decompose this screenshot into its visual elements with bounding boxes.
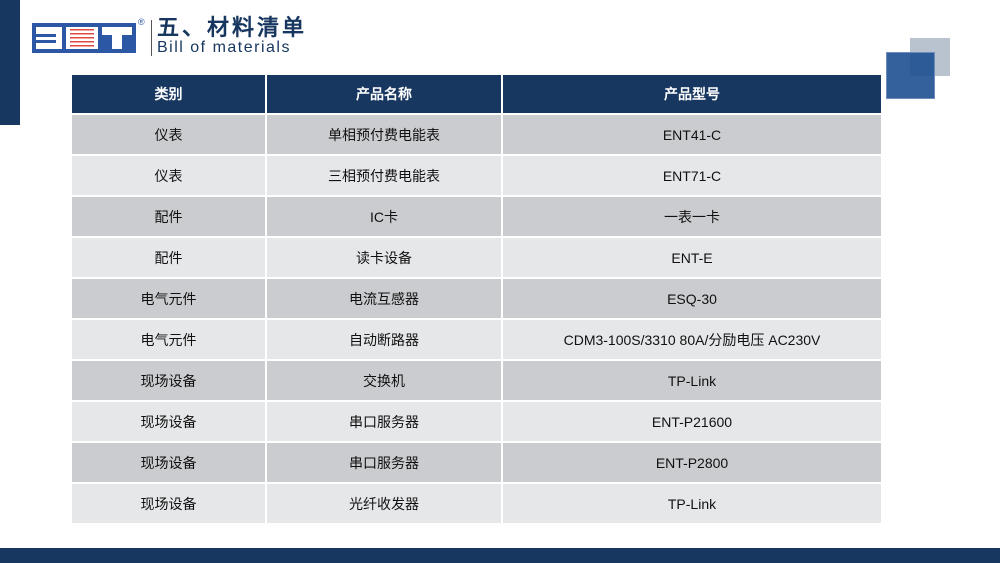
table-cell: 现场设备 [72,442,267,484]
table-cell: 单相预付费电能表 [266,114,503,156]
decor-square-blue [886,52,935,99]
title-divider [151,20,152,56]
table-cell: TP-Link [502,360,883,402]
table-cell: CDM3-100S/3310 80A/分励电压 AC230V [502,319,883,361]
table-cell: ENT-P2800 [502,442,883,484]
table-cell: 电气元件 [72,278,267,320]
table-cell: 串口服务器 [266,442,503,484]
table-cell: 交换机 [266,360,503,402]
table-cell: ENT-P21600 [502,401,883,443]
table-cell: ENT-E [502,237,883,279]
table-row: 仪表 三相预付费电能表 ENT71-C [72,155,883,197]
table-row: 配件 读卡设备 ENT-E [72,237,883,279]
table-cell: TP-Link [502,483,883,525]
table-cell: 配件 [72,237,267,279]
table-row: 现场设备 串口服务器 ENT-P21600 [72,401,883,443]
page-title: 五、材料清单 [157,15,308,40]
left-accent-bar [0,0,20,125]
table-cell: 自动断路器 [266,319,503,361]
bottom-accent-bar [0,548,1000,563]
table-cell: 电流互感器 [266,278,503,320]
table-cell: ESQ-30 [502,278,883,320]
table-cell: 三相预付费电能表 [266,155,503,197]
table-cell: 读卡设备 [266,237,503,279]
table-row: 现场设备 光纤收发器 TP-Link [72,483,883,525]
table-cell: 一表一卡 [502,196,883,238]
column-header: 产品名称 [266,75,503,115]
column-header: 类别 [72,75,267,115]
table-row: 现场设备 交换机 TP-Link [72,360,883,402]
table-cell: IC卡 [266,196,503,238]
table-cell: 串口服务器 [266,401,503,443]
table-cell: ENT71-C [502,155,883,197]
registered-mark: ® [138,17,145,27]
table-cell: 电气元件 [72,319,267,361]
materials-table: 类别 产品名称 产品型号 仪表 单相预付费电能表 ENT41-C 仪表 三相预付费电能表… [72,75,883,525]
page-subtitle: Bill of materials [157,39,291,56]
table-cell: 光纤收发器 [266,483,503,525]
table-header-row: 类别 产品名称 产品型号 [72,75,883,115]
table-cell: 配件 [72,196,267,238]
table-cell: 现场设备 [72,483,267,525]
table-cell: 现场设备 [72,401,267,443]
table-cell: 仪表 [72,114,267,156]
table-row: 现场设备 串口服务器 ENT-P2800 [72,442,883,484]
table-row: 仪表 单相预付费电能表 ENT41-C [72,114,883,156]
table-cell: ENT41-C [502,114,883,156]
table-row: 电气元件 电流互感器 ESQ-30 [72,278,883,320]
table-row: 配件 IC卡 一表一卡 [72,196,883,238]
table-row: 电气元件 自动断路器 CDM3-100S/3310 80A/分励电压 AC230V [72,319,883,361]
table-cell: 现场设备 [72,360,267,402]
column-header: 产品型号 [502,75,883,115]
ent-logo [32,23,136,53]
table-cell: 仪表 [72,155,267,197]
